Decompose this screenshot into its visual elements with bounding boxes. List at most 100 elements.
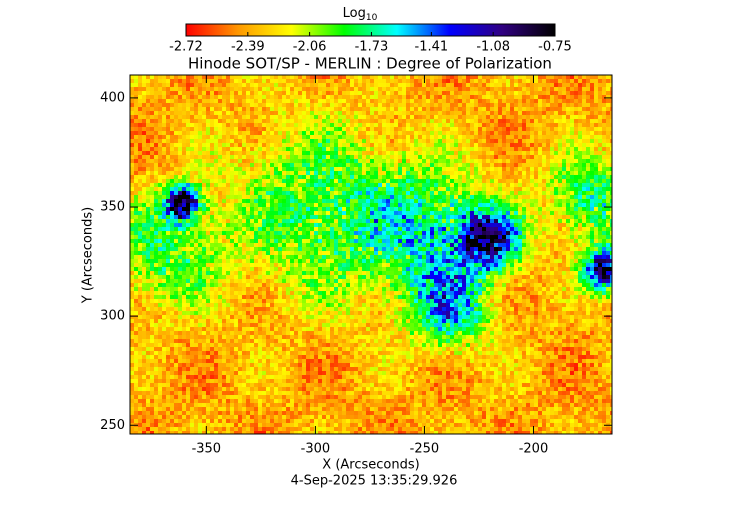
image-pixel [178,191,182,195]
image-pixel [574,159,578,163]
image-pixel [534,231,538,235]
image-pixel [290,227,294,231]
image-pixel [218,239,222,243]
image-pixel [538,123,542,127]
image-pixel [202,199,206,203]
image-pixel [458,83,462,87]
image-pixel [430,139,434,143]
image-pixel [550,187,554,191]
image-pixel [306,111,310,115]
image-pixel [278,115,282,119]
image-pixel [414,147,418,151]
image-pixel [334,219,338,223]
image-pixel [378,119,382,123]
image-pixel [562,187,566,191]
image-pixel [218,199,222,203]
image-pixel [386,155,390,159]
image-pixel [358,91,362,95]
image-pixel [350,135,354,139]
image-pixel [414,223,418,227]
image-pixel [438,87,442,91]
image-pixel [418,187,422,191]
image-pixel [474,103,478,107]
image-pixel [330,211,334,215]
image-pixel [346,211,350,215]
image-pixel [334,227,338,231]
image-pixel [298,75,302,79]
image-pixel [462,143,466,147]
image-pixel [394,127,398,131]
image-pixel [270,123,274,127]
image-pixel [286,111,290,115]
image-pixel [138,107,142,111]
image-pixel [582,139,586,143]
image-pixel [190,211,194,215]
image-pixel [414,163,418,167]
image-pixel [266,231,270,235]
image-pixel [550,135,554,139]
image-pixel [210,87,214,91]
image-pixel [510,87,514,91]
image-pixel [134,79,138,83]
image-pixel [310,219,314,223]
image-pixel [422,107,426,111]
image-pixel [378,227,382,231]
image-pixel [138,187,142,191]
image-pixel [314,203,318,207]
image-pixel [522,83,526,87]
image-pixel [346,231,350,235]
image-pixel [162,235,166,239]
image-pixel [150,87,154,91]
image-pixel [506,223,510,227]
image-pixel [442,155,446,159]
image-pixel [218,227,222,231]
image-pixel [194,87,198,91]
image-pixel [354,143,358,147]
image-pixel [474,151,478,155]
image-pixel [210,127,214,131]
image-pixel [374,167,378,171]
image-pixel [346,207,350,211]
image-pixel [354,199,358,203]
image-pixel [390,191,394,195]
image-pixel [342,167,346,171]
image-pixel [346,187,350,191]
image-pixel [550,179,554,183]
image-pixel [298,83,302,87]
image-pixel [342,211,346,215]
image-pixel [486,159,490,163]
image-pixel [314,191,318,195]
image-pixel [514,83,518,87]
image-pixel [498,79,502,83]
image-pixel [486,211,490,215]
image-pixel [246,195,250,199]
image-pixel [590,191,594,195]
image-pixel [190,207,194,211]
image-pixel [198,87,202,91]
image-pixel [394,171,398,175]
image-pixel [354,83,358,87]
image-pixel [242,103,246,107]
image-pixel [550,223,554,227]
image-pixel [402,191,406,195]
image-pixel [570,103,574,107]
image-pixel [526,191,530,195]
image-pixel [494,83,498,87]
image-pixel [302,135,306,139]
image-pixel [574,207,578,211]
image-pixel [530,123,534,127]
image-pixel [166,151,170,155]
image-pixel [330,167,334,171]
image-pixel [386,119,390,123]
image-pixel [434,175,438,179]
image-pixel [334,87,338,91]
image-pixel [366,187,370,191]
image-pixel [602,227,606,231]
image-pixel [422,191,426,195]
image-pixel [278,131,282,135]
image-pixel [478,195,482,199]
image-pixel [518,143,522,147]
image-pixel [470,79,474,83]
image-pixel [358,75,362,79]
image-pixel [334,79,338,83]
